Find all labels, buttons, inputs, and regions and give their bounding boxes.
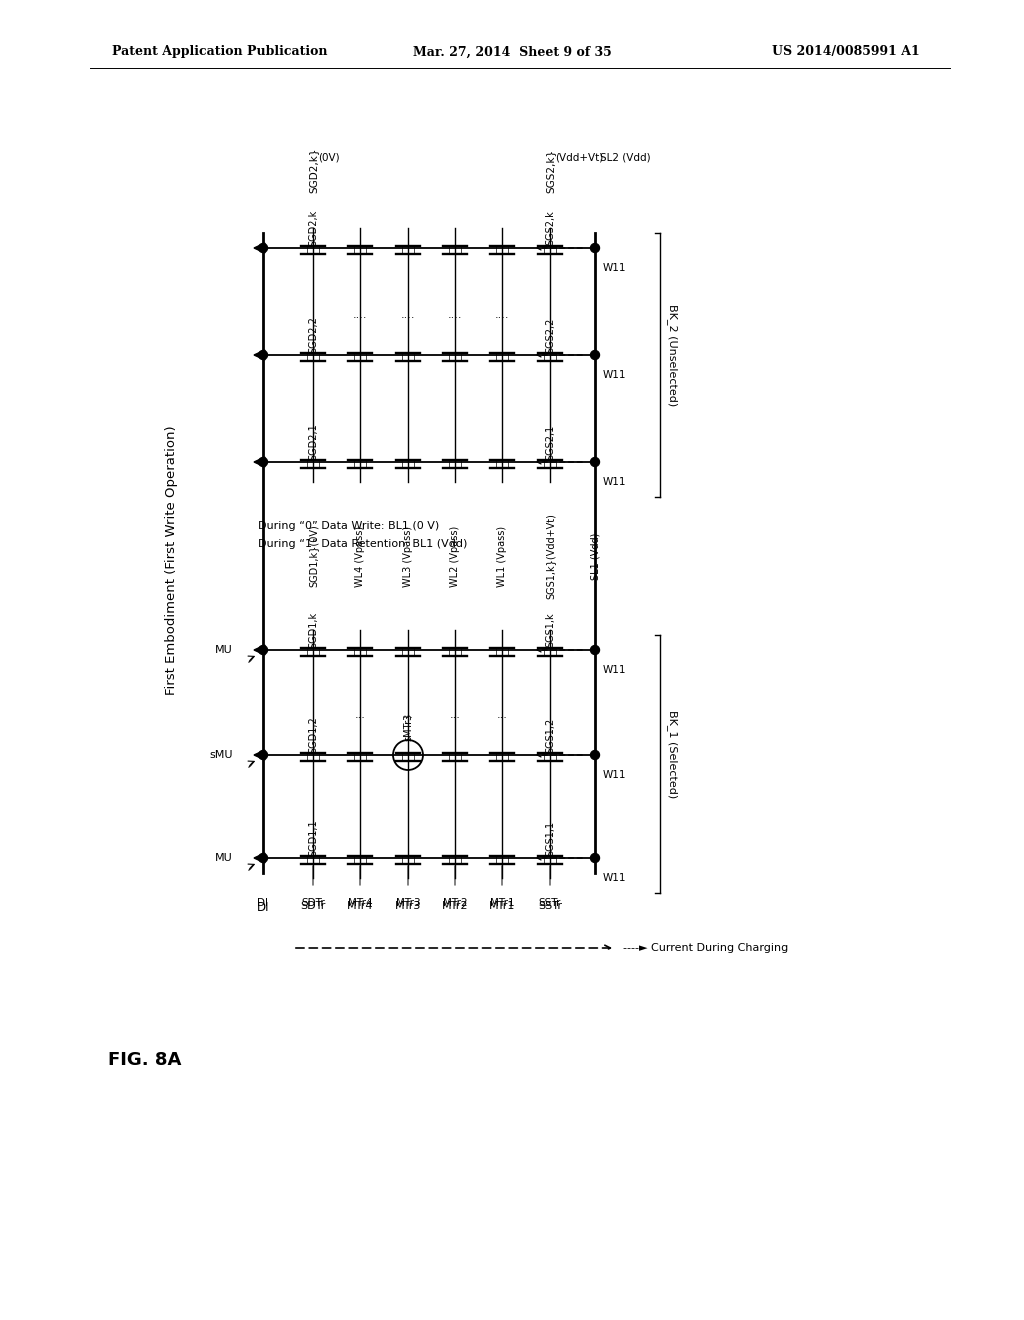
Text: (0V): (0V) [318,153,340,162]
Text: W11: W11 [603,370,627,380]
Text: FIG. 8A: FIG. 8A [108,1051,181,1069]
Text: Mar. 27, 2014  Sheet 9 of 35: Mar. 27, 2014 Sheet 9 of 35 [413,45,611,58]
Text: ....: .... [495,310,509,319]
Text: SGS2,2: SGS2,2 [545,317,555,352]
Text: W11: W11 [603,263,627,273]
Circle shape [258,458,267,466]
Text: SGD2,k}: SGD2,k} [308,148,318,193]
Text: SGS1,k: SGS1,k [545,612,555,647]
Text: SSTr: SSTr [539,898,561,908]
Text: MTr2: MTr2 [442,898,467,908]
Text: WL2 (Vpass): WL2 (Vpass) [450,525,460,586]
Polygon shape [254,457,265,467]
Text: SGD1,k: SGD1,k [308,612,318,648]
Text: SGS1,k}(Vdd+Vt): SGS1,k}(Vdd+Vt) [545,513,555,599]
Text: US 2014/0085991 A1: US 2014/0085991 A1 [772,45,920,58]
Text: W11: W11 [603,665,627,675]
Text: MTr4: MTr4 [348,898,373,908]
Circle shape [591,243,599,252]
Text: DI: DI [257,898,268,908]
Text: During “0” Data Write: BL1 (0 V): During “0” Data Write: BL1 (0 V) [258,521,439,531]
Text: SGD1,k}(0V): SGD1,k}(0V) [308,524,318,587]
Polygon shape [254,853,265,863]
Text: During “1” Data Retention: BL1 (Vdd): During “1” Data Retention: BL1 (Vdd) [258,539,467,549]
Circle shape [258,854,267,862]
Text: W11: W11 [603,477,627,487]
Polygon shape [254,243,265,253]
Circle shape [591,751,599,759]
Text: MTr3: MTr3 [395,902,421,911]
Text: SGD1,1: SGD1,1 [308,820,318,857]
Text: W11: W11 [603,770,627,780]
Polygon shape [254,350,265,360]
Text: SDTr: SDTr [301,898,325,908]
Text: DI: DI [257,902,269,913]
Polygon shape [254,645,265,655]
Circle shape [258,645,267,655]
Text: SGD2,k: SGD2,k [308,210,318,246]
Text: SGS1,1: SGS1,1 [545,821,555,855]
Text: MU: MU [215,645,233,655]
Text: BK_2 (Unselected): BK_2 (Unselected) [667,304,678,407]
Text: SGS2,k: SGS2,k [545,211,555,246]
Text: SGS2,k}: SGS2,k} [545,149,555,193]
Text: SGD2,1: SGD2,1 [308,424,318,461]
Text: ...: ... [354,710,366,719]
Text: MTr2: MTr2 [441,902,468,911]
Circle shape [591,351,599,359]
Text: MTr1: MTr1 [488,902,515,911]
Text: WL4 (Vpass): WL4 (Vpass) [355,525,365,586]
Text: First Embodiment (First Write Operation): First Embodiment (First Write Operation) [166,425,178,694]
Text: ...: ... [402,710,414,719]
Text: BK_1 (Selected): BK_1 (Selected) [667,710,678,799]
Circle shape [258,751,267,759]
Text: SGS1,2: SGS1,2 [545,717,555,752]
Text: sMU: sMU [210,750,233,760]
Text: (Vdd+Vt): (Vdd+Vt) [555,153,603,162]
Text: SDTr: SDTr [300,902,326,911]
Text: sMTr3: sMTr3 [403,713,413,741]
Text: MTr1: MTr1 [489,898,514,908]
Text: SSTr: SSTr [538,902,562,911]
Circle shape [591,854,599,862]
Text: ....: .... [400,310,416,319]
Circle shape [258,351,267,359]
Text: SL2 (Vdd): SL2 (Vdd) [600,153,650,162]
Text: WL3 (Vpass): WL3 (Vpass) [403,525,413,586]
Text: MTr3: MTr3 [395,898,420,908]
Circle shape [591,645,599,655]
Text: ----► Current During Charging: ----► Current During Charging [623,942,788,953]
Text: SL1 (Vdd): SL1 (Vdd) [590,532,600,579]
Text: ....: .... [447,310,462,319]
Text: SGS2,1: SGS2,1 [545,424,555,459]
Text: MU: MU [215,853,233,863]
Text: ...: ... [497,710,508,719]
Text: W11: W11 [603,873,627,883]
Circle shape [258,243,267,252]
Text: SGD2,2: SGD2,2 [308,317,318,354]
Circle shape [591,458,599,466]
Text: MTr4: MTr4 [347,902,374,911]
Text: ...: ... [450,710,461,719]
Text: WL1 (Vpass): WL1 (Vpass) [497,525,507,586]
Text: ....: .... [352,310,368,319]
Text: Patent Application Publication: Patent Application Publication [112,45,328,58]
Text: SGD1,2: SGD1,2 [308,717,318,754]
Polygon shape [254,750,265,760]
